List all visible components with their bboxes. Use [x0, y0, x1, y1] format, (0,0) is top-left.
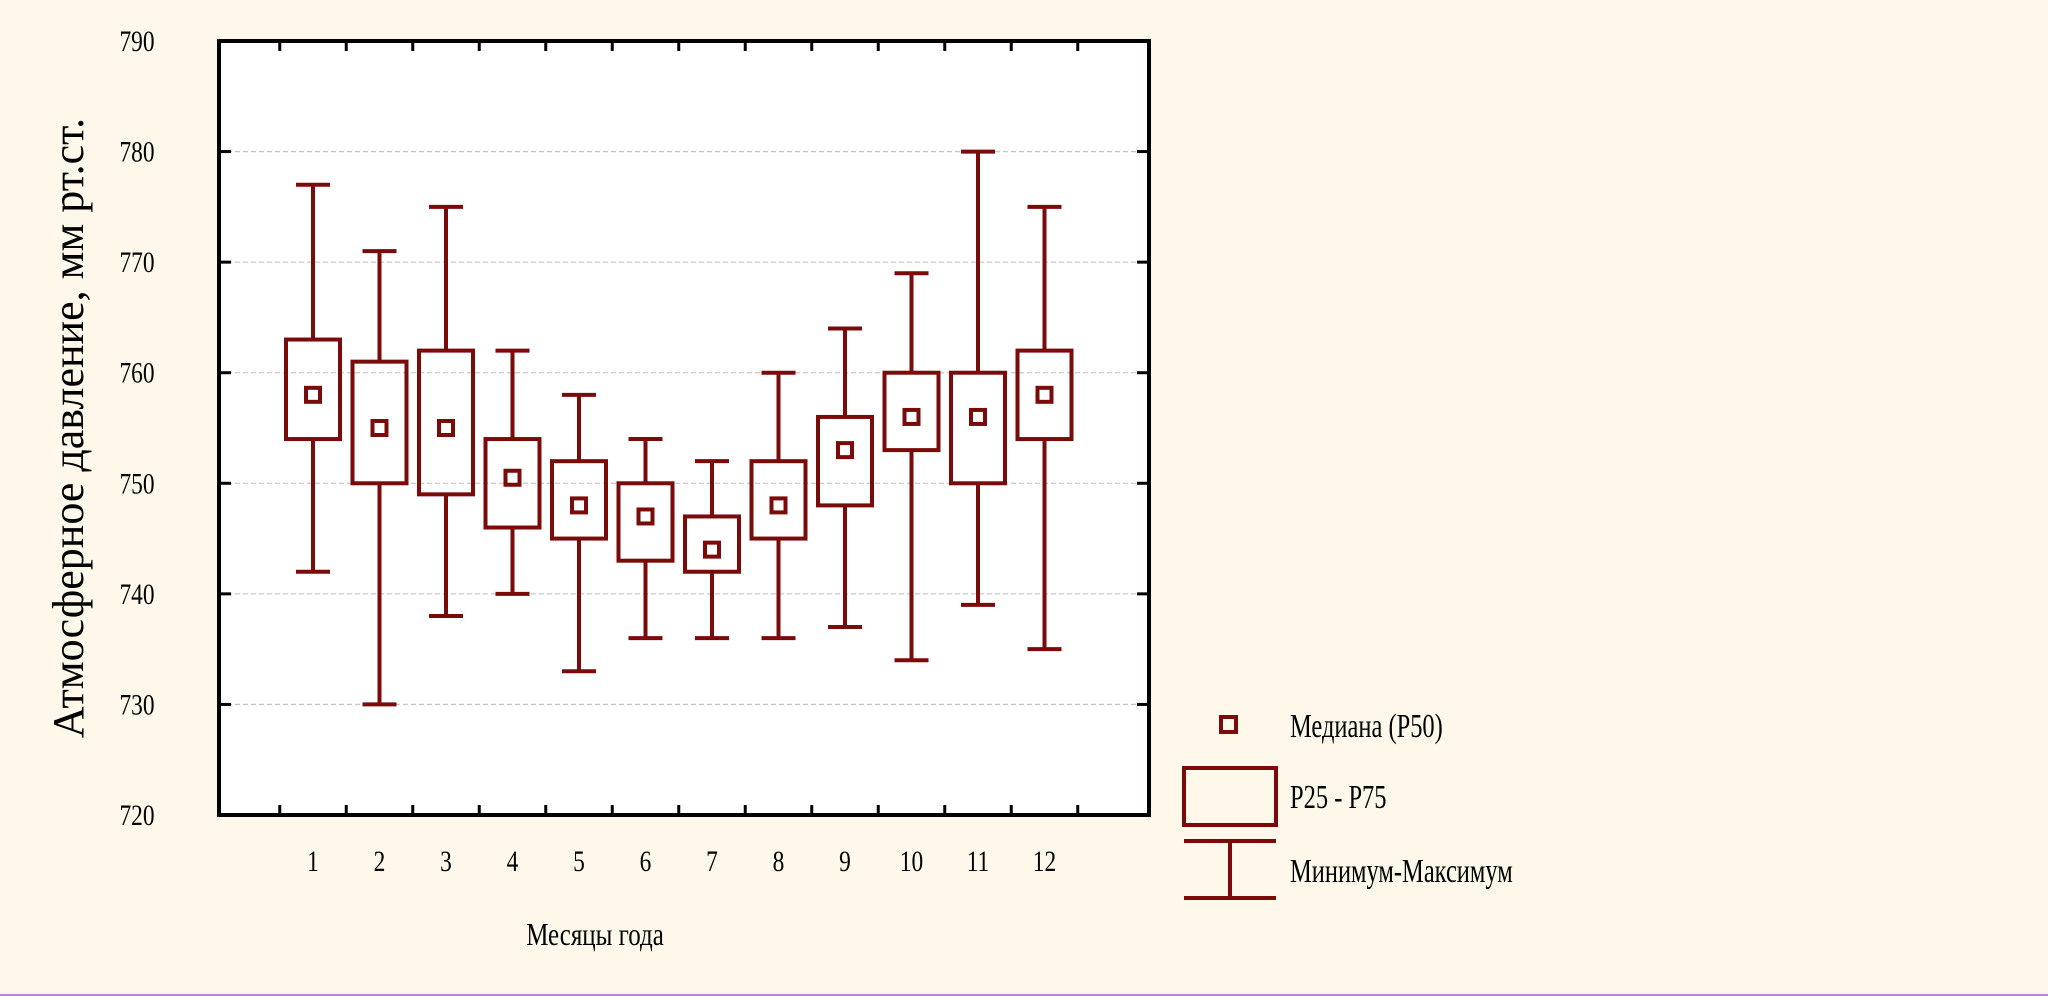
iqr-box	[949, 370, 1007, 486]
iqr-box	[483, 437, 542, 530]
box-month-6	[616, 437, 675, 641]
iqr-box	[816, 414, 874, 508]
iqr-box	[683, 514, 741, 574]
box-month-9	[816, 326, 874, 630]
y-tick-labels: 720 730 740 750 760 770 780 790	[119, 24, 154, 831]
x-tick-labels: 1 2 3 4 5 6 7 8 9 10 11 12	[307, 844, 1056, 877]
legend-label: Медиана (P50)	[1290, 708, 1443, 745]
y-tick-label: 730	[119, 688, 154, 721]
median-marker	[503, 468, 522, 487]
x-tick-label: 2	[374, 844, 386, 877]
legend-label: Минимум-Максимум	[1290, 853, 1513, 890]
box-month-4	[483, 348, 542, 596]
y-tick-label: 760	[119, 356, 154, 389]
box-month-5	[550, 392, 608, 674]
box-month-8	[749, 370, 808, 641]
median-marker	[570, 496, 588, 515]
legend-item-box: P25 - P75	[1182, 766, 1387, 827]
iqr-box	[749, 459, 808, 541]
median-marker	[1035, 385, 1054, 404]
y-tick-label: 720	[119, 798, 154, 831]
box-month-7	[683, 459, 741, 641]
iqr-box	[284, 337, 342, 442]
median-marker	[703, 540, 721, 559]
median-marker	[902, 407, 921, 426]
median-marker	[636, 507, 655, 526]
median-marker	[304, 385, 322, 404]
y-axis-label: Атмосферное давление, мм рт.ст.	[44, 118, 93, 738]
x-tick-label: 9	[839, 844, 851, 877]
x-tick-label: 3	[440, 844, 452, 877]
plot-area	[219, 41, 1149, 815]
legend-item-whisker: Минимум-Максимум	[1184, 839, 1513, 900]
box-month-10	[882, 271, 941, 663]
x-tick-label: 10	[900, 844, 923, 877]
box-month-3	[417, 204, 475, 618]
y-tick-label: 740	[119, 577, 154, 610]
median-marker	[437, 419, 455, 437]
box-month-12	[1015, 204, 1074, 652]
x-tick-label: 6	[640, 844, 652, 877]
x-tick-label: 5	[573, 844, 585, 877]
box-month-1	[284, 182, 342, 574]
y-tick-label: 750	[119, 467, 154, 500]
legend-label: P25 - P75	[1290, 779, 1387, 816]
iqr-box	[417, 348, 475, 497]
median-marker	[969, 407, 987, 426]
x-tick-label: 11	[967, 844, 990, 877]
x-tick-label: 12	[1033, 844, 1056, 877]
median-marker	[370, 419, 389, 437]
page-bottom-border	[0, 994, 2048, 996]
box-month-2	[350, 249, 409, 707]
plot-frame	[217, 39, 1151, 817]
x-axis-label: Месяцы года	[526, 917, 664, 953]
x-tick-label: 7	[706, 844, 718, 877]
legend-median-symbol	[1219, 715, 1238, 734]
iqr-box	[882, 370, 941, 453]
legend-box-symbol	[1182, 766, 1278, 827]
iqr-box	[550, 459, 608, 541]
y-tick-label: 770	[119, 245, 154, 278]
x-tick-label: 1	[307, 844, 319, 877]
median-marker	[836, 441, 854, 460]
iqr-box	[616, 481, 675, 563]
box-series	[284, 149, 1074, 707]
legend-item-median: Медиана (P50)	[1219, 708, 1443, 745]
grid-lines	[219, 150, 1149, 706]
box-month-11	[949, 149, 1007, 607]
x-tick-label: 8	[773, 844, 785, 877]
x-tick-label: 4	[507, 844, 519, 877]
iqr-box	[350, 359, 409, 486]
y-tick-label: 780	[119, 135, 154, 168]
median-marker	[769, 496, 788, 515]
iqr-box	[1015, 348, 1074, 442]
y-tick-label: 790	[119, 24, 154, 57]
legend: Медиана (P50) P25 - P75 Минимум-Максимум	[1182, 708, 1513, 900]
